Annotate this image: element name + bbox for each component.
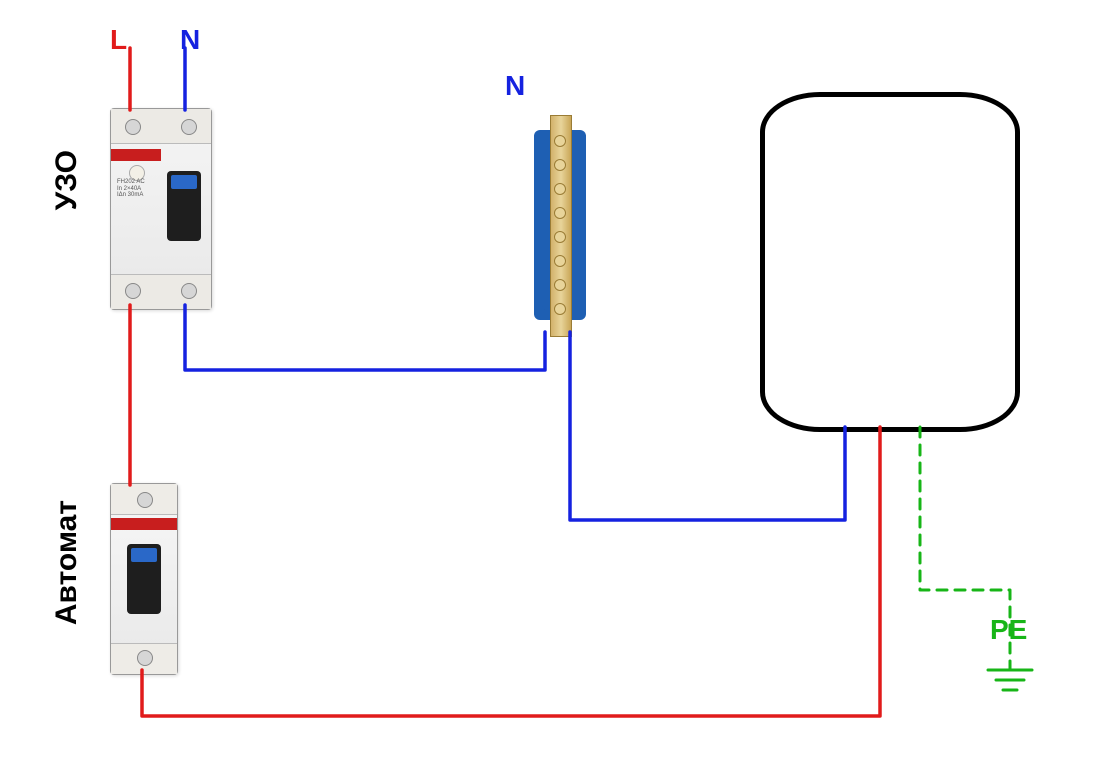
mcb-device — [110, 483, 178, 675]
wire-N_rcd_bus — [185, 305, 545, 370]
rcd-terminal-L-in — [125, 119, 141, 135]
rcd-device: FH202 ACIn 2×40AIΔn 30mA — [110, 108, 212, 310]
label-avtomat: Автомат — [50, 500, 84, 625]
rcd-terminal-N-in — [181, 119, 197, 135]
label-PE: PE — [990, 614, 1027, 646]
rcd-terminal-L-out — [125, 283, 141, 299]
diagram-stage: L N N PE УЗО Автомат Бойлер FH202 ACIn 2… — [0, 0, 1105, 768]
label-L: L — [110, 24, 127, 56]
mcb-terminal-in — [137, 492, 153, 508]
rcd-terminal-N-out — [181, 283, 197, 299]
mcb-terminal-out — [137, 650, 153, 666]
rcd-toggle — [167, 171, 201, 241]
rcd-rating-text: FH202 ACIn 2×40AIΔn 30mA — [117, 179, 157, 209]
label-uzo: УЗО — [50, 150, 84, 210]
label-N-input: N — [180, 24, 200, 56]
boiler-outline — [760, 92, 1020, 432]
neutral-busbar — [520, 115, 600, 335]
wire-L_mcb_boiler — [142, 427, 880, 716]
label-N-busbar: N — [505, 70, 525, 102]
mcb-toggle — [127, 544, 161, 614]
